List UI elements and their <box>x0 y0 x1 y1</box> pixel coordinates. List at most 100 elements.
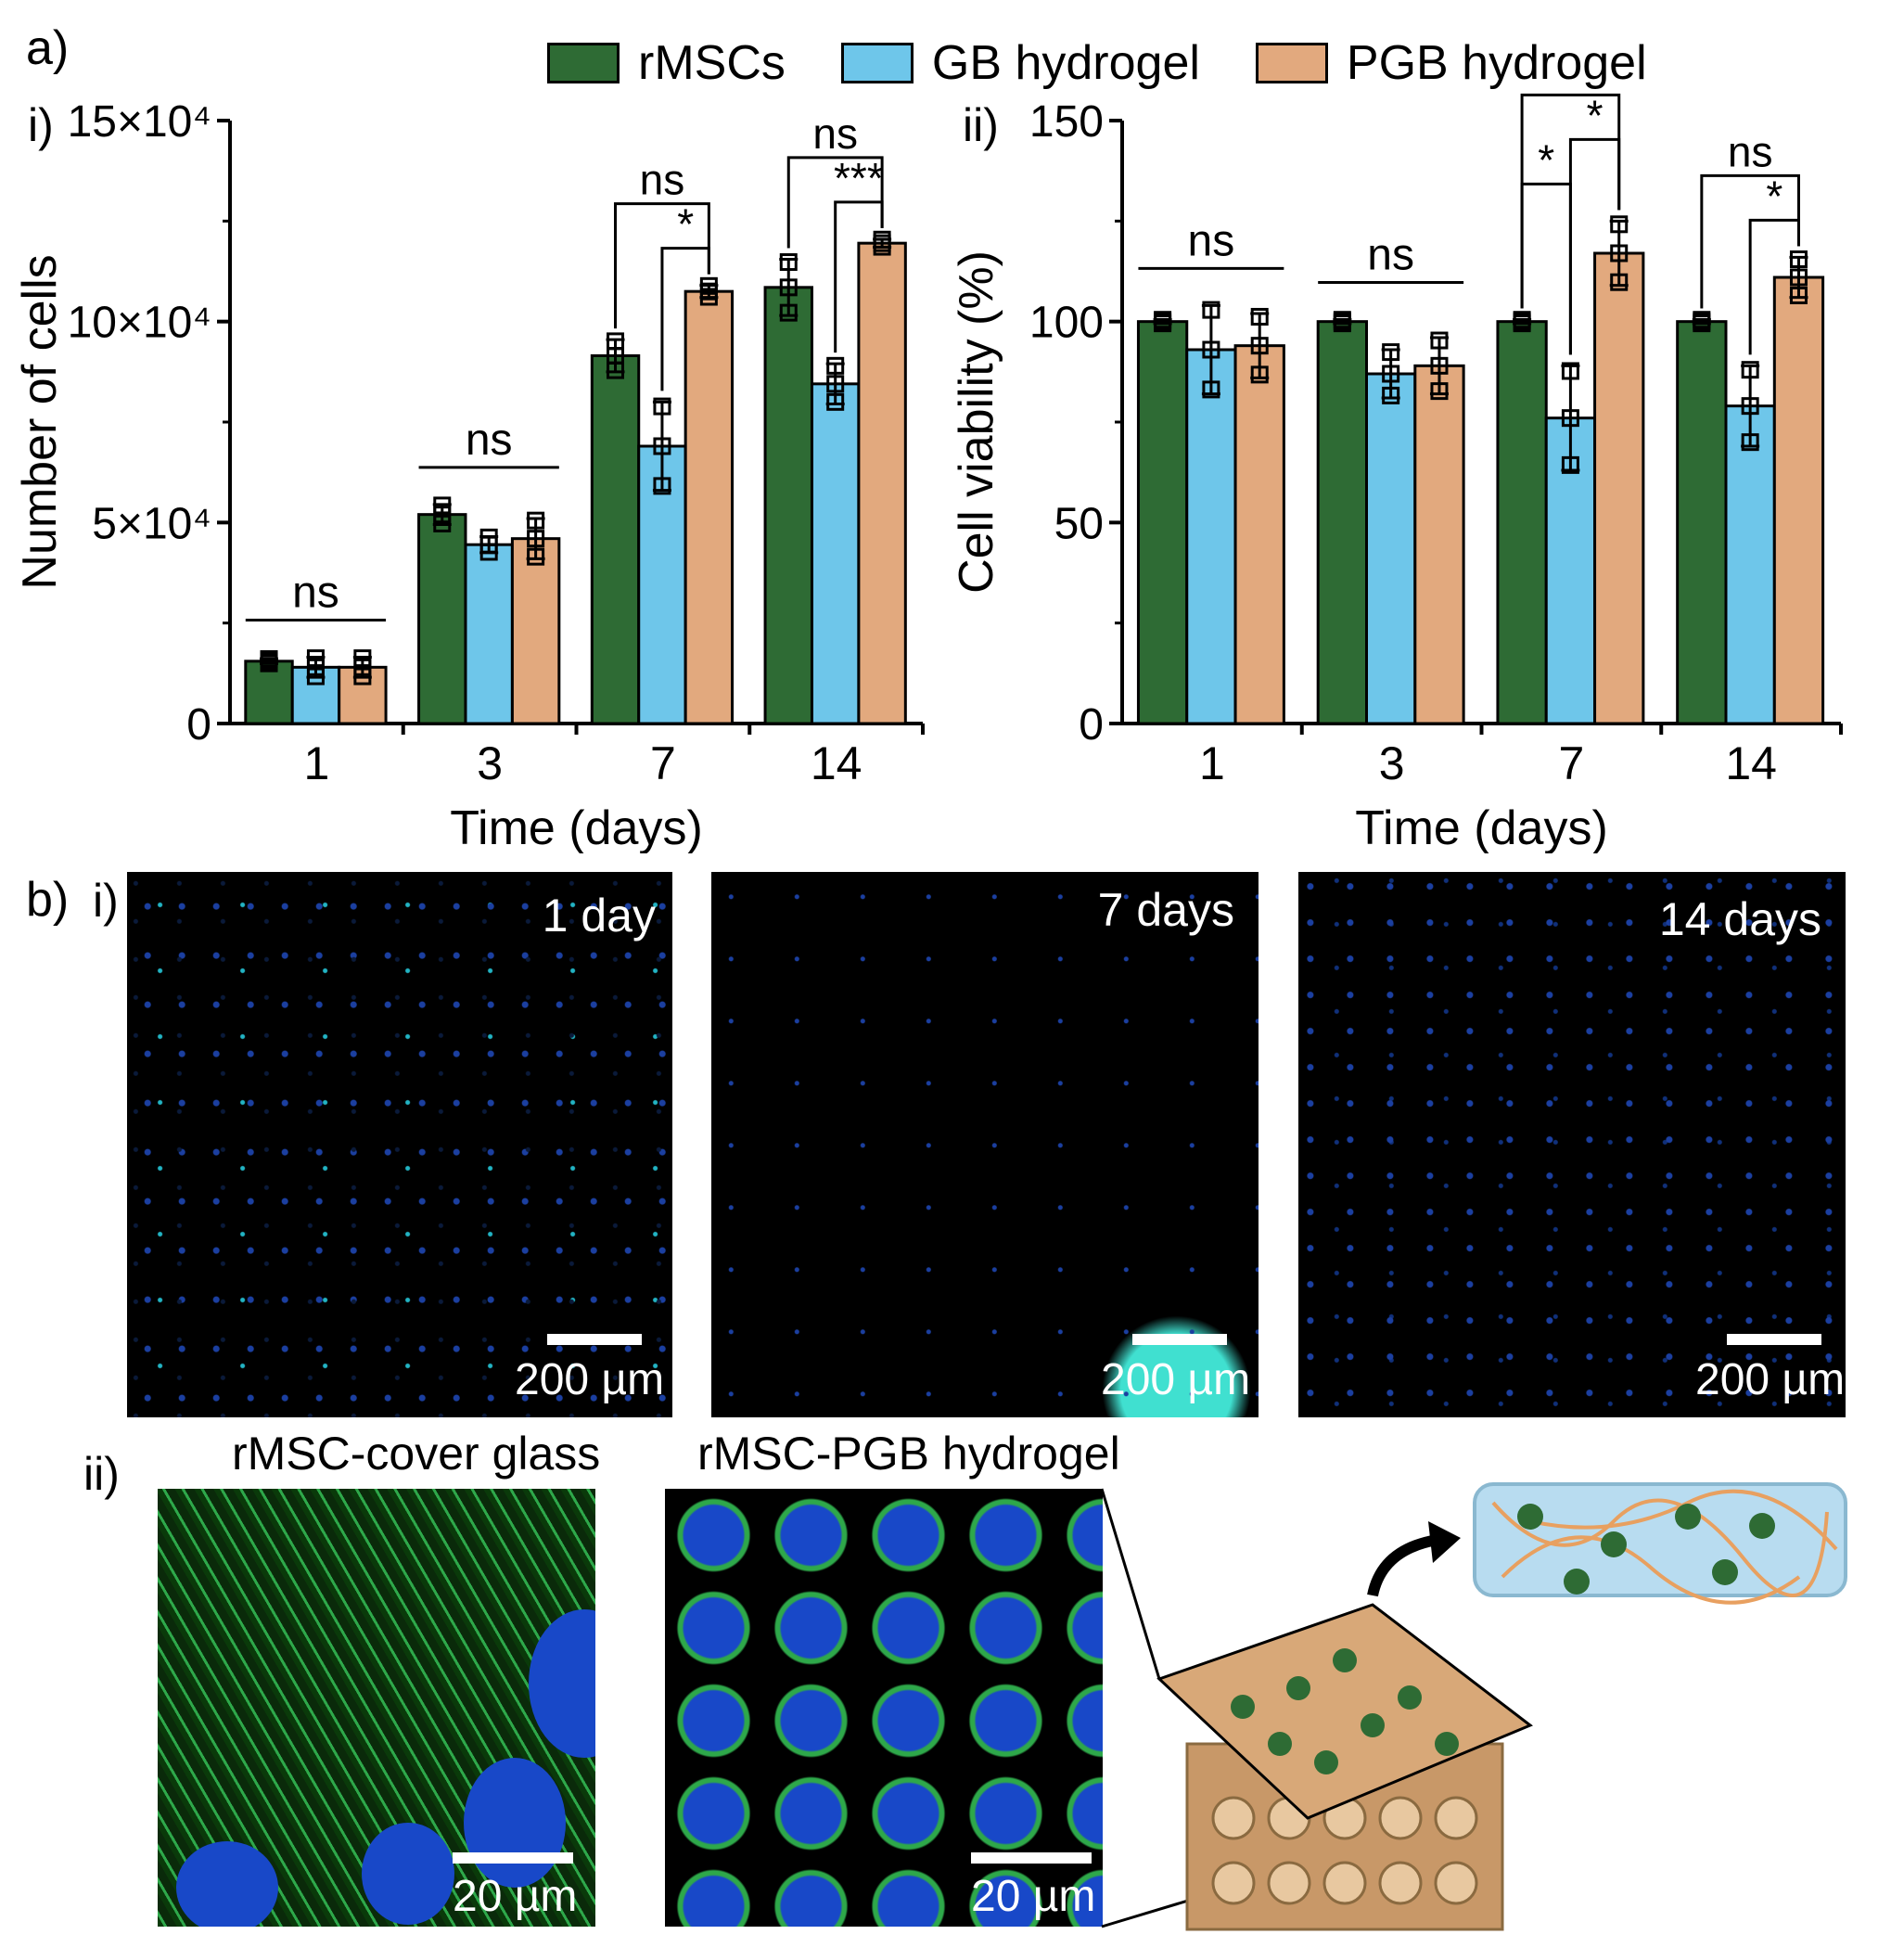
data-point <box>1430 356 1449 375</box>
data-point <box>306 667 325 685</box>
fluorescence-image-day-7: 7 days 200 µm <box>711 872 1259 1417</box>
significance-bracket <box>786 156 884 249</box>
time-label: 1 day <box>542 890 656 942</box>
scaffold-block <box>1156 1603 1533 1931</box>
legend-item-gb: GB hydrogel <box>840 35 1200 91</box>
legend-swatch <box>1255 43 1328 83</box>
data-point <box>1333 314 1351 333</box>
chart-cell-number: i) 0 5×10⁴ 10×10⁴ 15×10⁴ Number of cells 1 3 7 14… <box>13 97 925 853</box>
legend-label: PGB hydrogel <box>1346 36 1647 90</box>
scale-label: 200 µm <box>515 1355 665 1404</box>
scale-label: 200 µm <box>1101 1355 1251 1404</box>
x-tick-label: 1 <box>1199 737 1225 789</box>
confocal-image-pgb-hydrogel: 20 µm <box>665 1489 1103 1927</box>
x-tick-label: 1 <box>303 737 329 789</box>
data-point <box>1741 433 1759 452</box>
significance-label: * <box>1766 172 1782 220</box>
y-tick-label: 100 <box>1029 299 1104 348</box>
bar <box>1316 320 1368 725</box>
data-point <box>1610 273 1629 291</box>
data-point <box>1789 268 1808 287</box>
significance-label: ns <box>1367 231 1414 280</box>
nucleus <box>464 1758 566 1888</box>
data-point <box>353 667 372 685</box>
data-point <box>1382 343 1400 362</box>
x-tick-label: 3 <box>477 737 503 789</box>
y-tick-label: 15×10⁴ <box>68 97 211 147</box>
nucleus <box>176 1841 278 1927</box>
data-point <box>1382 386 1400 404</box>
data-point <box>1382 365 1400 383</box>
significance-label: ns <box>1728 127 1773 175</box>
bar <box>810 382 861 725</box>
bar <box>590 354 641 725</box>
panel-b-label: b) <box>26 873 70 927</box>
x-tick-label: 7 <box>1558 737 1584 789</box>
data-point <box>1430 382 1449 401</box>
arrow <box>1367 1534 1439 1597</box>
data-point <box>779 278 798 297</box>
legend-item-pgb: PGB hydrogel <box>1255 35 1647 91</box>
data-point <box>433 496 452 515</box>
bar <box>1593 251 1645 725</box>
data-point <box>1741 397 1759 416</box>
significance-label: ns <box>812 109 858 158</box>
x-tick-label: 3 <box>1379 737 1405 789</box>
x-tick-label: 14 <box>1725 737 1777 789</box>
significance-bracket <box>1700 173 1800 309</box>
image-title-cover-glass: rMSC-cover glass <box>232 1428 601 1480</box>
scale-bar <box>971 1852 1092 1864</box>
data-point <box>353 658 372 676</box>
data-point <box>1250 337 1269 355</box>
data-point <box>433 506 452 524</box>
data-point <box>1202 340 1220 359</box>
time-label: 14 days <box>1658 893 1821 945</box>
data-point <box>1561 409 1579 428</box>
y-axis-label: Number of cells <box>13 254 67 589</box>
fluorescence-image-day-14: 14 days 200 µm <box>1298 872 1846 1417</box>
bar <box>1365 372 1417 725</box>
panel-label: i) <box>28 99 54 151</box>
data-point <box>653 437 671 455</box>
data-point <box>779 303 798 322</box>
scale-bar <box>453 1852 573 1864</box>
scale-label: 20 µm <box>453 1872 578 1921</box>
data-point <box>826 375 845 393</box>
data-point <box>433 514 452 532</box>
significance-label: ns <box>466 416 513 465</box>
time-label: 7 days <box>1097 884 1234 936</box>
data-point <box>1250 307 1269 326</box>
data-point <box>1250 365 1269 384</box>
scale-bar <box>547 1334 642 1345</box>
legend-swatch <box>840 43 914 83</box>
legend-label: rMSCs <box>638 36 786 90</box>
panel-label: ii) <box>963 99 999 151</box>
data-point <box>306 649 325 668</box>
y-tick-label: 150 <box>1029 97 1104 147</box>
data-point <box>779 253 798 272</box>
data-point <box>653 477 671 495</box>
x-axis-label: Time (days) <box>450 801 703 853</box>
zoom-line <box>1100 1488 1161 1680</box>
data-point <box>1693 314 1711 333</box>
data-point <box>527 530 545 548</box>
bar <box>763 286 813 725</box>
x-tick-label: 7 <box>650 737 676 789</box>
data-point <box>1610 215 1629 234</box>
fluorescence-image-day-1: 1 day 200 µm <box>127 872 672 1417</box>
x-tick-label: 14 <box>811 737 862 789</box>
bar <box>684 289 735 725</box>
significance-label: ns <box>1188 216 1235 265</box>
legend-swatch <box>547 43 620 83</box>
data-point <box>1741 361 1759 379</box>
significance-label: ns <box>292 569 339 618</box>
data-point <box>873 237 891 256</box>
data-point <box>1202 301 1220 319</box>
legend: rMSCs GB hydrogel PGB hydrogel <box>547 35 1647 91</box>
bar <box>464 543 514 725</box>
significance-label: * <box>1587 91 1604 139</box>
data-point <box>1513 314 1531 333</box>
bar <box>1413 364 1465 725</box>
significance-label: * <box>1538 135 1554 184</box>
scaffold-schematic <box>1100 1482 1847 1931</box>
